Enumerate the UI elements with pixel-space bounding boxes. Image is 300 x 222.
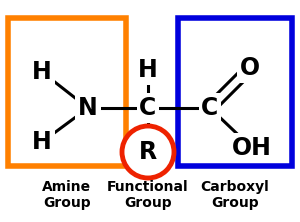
Bar xyxy=(178,18,292,166)
Text: O: O xyxy=(240,56,260,80)
Text: H: H xyxy=(32,60,52,84)
Text: Amine
Group: Amine Group xyxy=(42,180,92,210)
Text: R: R xyxy=(139,140,157,164)
Text: OH: OH xyxy=(232,136,272,160)
Text: Carboxyl
Group: Carboxyl Group xyxy=(201,180,269,210)
Text: N: N xyxy=(78,96,98,120)
Bar xyxy=(8,18,126,166)
Text: H: H xyxy=(138,58,158,82)
Text: C: C xyxy=(140,96,157,120)
Text: H: H xyxy=(32,130,52,154)
Text: Functional
Group: Functional Group xyxy=(107,180,189,210)
Text: C: C xyxy=(201,96,219,120)
Circle shape xyxy=(122,126,174,178)
